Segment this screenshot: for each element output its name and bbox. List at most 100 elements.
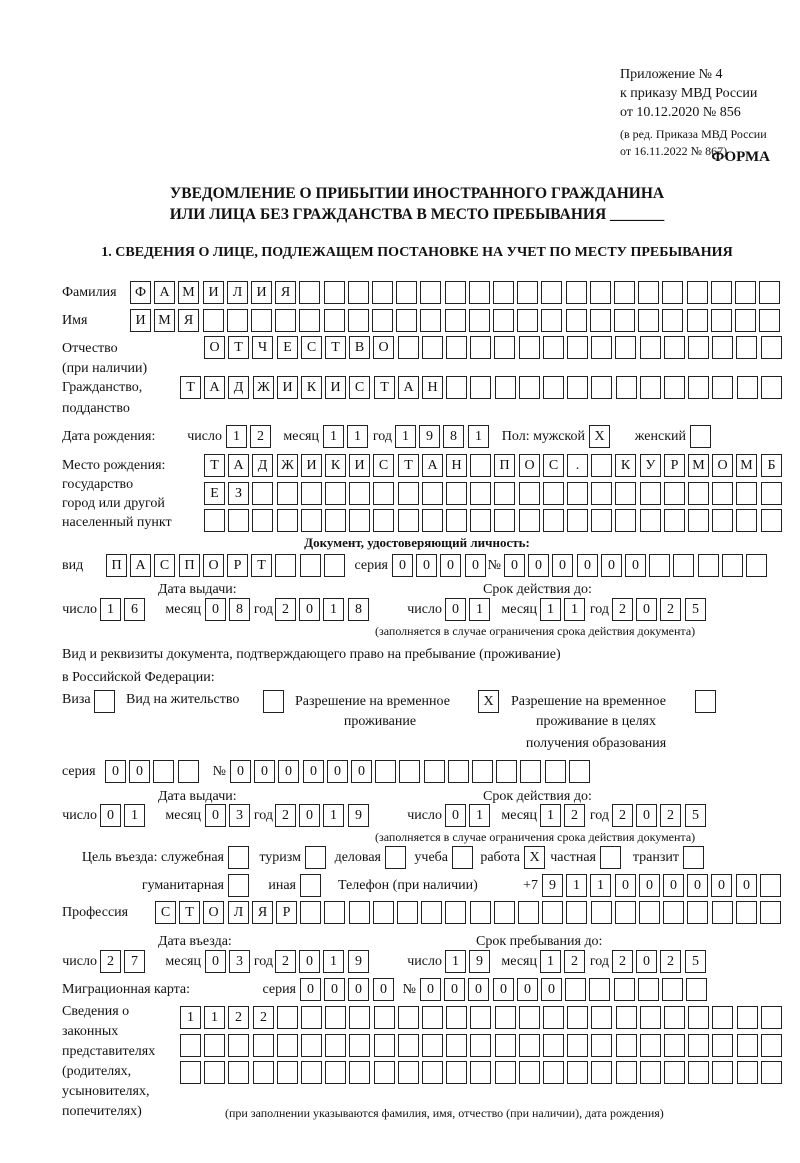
char-cell-mc-number[interactable]: 0 [420, 978, 441, 1001]
char-cell-birth-place3[interactable] [470, 509, 491, 532]
char-cell-patronymic[interactable]: Т [228, 336, 249, 359]
char-cell-reps3[interactable] [253, 1061, 274, 1084]
checkbox-p-private[interactable] [600, 846, 621, 869]
char-cell-reps2[interactable] [398, 1034, 419, 1057]
char-cell-citizenship[interactable] [616, 376, 637, 399]
char-cell-doc-kind[interactable] [300, 554, 321, 577]
char-cell-birth-place2[interactable] [736, 482, 757, 505]
char-cell-reps2[interactable] [712, 1034, 733, 1057]
char-cell-mc-series[interactable]: 0 [373, 978, 394, 1001]
char-cell-permit-issue-day[interactable]: 1 [124, 804, 145, 827]
char-cell-citizenship[interactable] [640, 376, 661, 399]
char-cell-reps2[interactable] [228, 1034, 249, 1057]
char-cell-birth-place2[interactable] [373, 482, 394, 505]
char-cell-patronymic[interactable] [615, 336, 636, 359]
char-cell-surname[interactable] [420, 281, 441, 304]
checkbox-p-study[interactable] [452, 846, 473, 869]
char-cell-permit-number[interactable] [399, 760, 420, 783]
char-cell-profession[interactable] [615, 901, 636, 924]
char-cell-birth-place3[interactable] [591, 509, 612, 532]
char-cell-profession[interactable] [494, 901, 515, 924]
char-cell-doc-series[interactable]: 0 [416, 554, 437, 577]
char-cell-patronymic[interactable] [422, 336, 443, 359]
char-cell-reps1[interactable] [446, 1006, 467, 1029]
char-cell-birth-place1[interactable]: С [543, 454, 564, 477]
char-cell-birth-place1[interactable]: А [228, 454, 249, 477]
char-cell-birth-place2[interactable] [567, 482, 588, 505]
char-cell-permit-number[interactable] [569, 760, 590, 783]
char-cell-profession[interactable] [373, 901, 394, 924]
char-cell-surname[interactable] [469, 281, 490, 304]
char-cell-reps3[interactable] [761, 1061, 782, 1084]
char-cell-permit-series[interactable]: 0 [129, 760, 150, 783]
char-cell-doc-issue-year[interactable]: 0 [299, 598, 320, 621]
char-cell-patronymic[interactable]: Ч [252, 336, 273, 359]
char-cell-doc-kind[interactable]: С [154, 554, 175, 577]
char-cell-birth-place3[interactable] [325, 509, 346, 532]
char-cell-reps2[interactable] [277, 1034, 298, 1057]
char-cell-name[interactable] [396, 309, 417, 332]
char-cell-phone[interactable]: 0 [663, 874, 684, 897]
char-cell-permit-issue-year[interactable]: 2 [275, 804, 296, 827]
char-cell-reps3[interactable] [446, 1061, 467, 1084]
char-cell-mc-number[interactable] [686, 978, 707, 1001]
char-cell-surname[interactable] [299, 281, 320, 304]
char-cell-birth-month[interactable]: 1 [323, 425, 344, 448]
char-cell-profession[interactable] [712, 901, 733, 924]
char-cell-reps3[interactable] [712, 1061, 733, 1084]
char-cell-permit-number[interactable]: 0 [254, 760, 275, 783]
char-cell-birth-place2[interactable] [422, 482, 443, 505]
char-cell-surname[interactable] [372, 281, 393, 304]
char-cell-citizenship[interactable]: Т [374, 376, 395, 399]
char-cell-birth-place3[interactable] [228, 509, 249, 532]
char-cell-mc-number[interactable] [638, 978, 659, 1001]
checkbox-temp[interactable]: X [478, 690, 499, 713]
char-cell-reps3[interactable] [495, 1061, 516, 1084]
char-cell-profession[interactable]: О [203, 901, 224, 924]
char-cell-surname[interactable] [614, 281, 635, 304]
char-cell-mc-series[interactable]: 0 [300, 978, 321, 1001]
char-cell-name[interactable] [469, 309, 490, 332]
char-cell-birth-place1[interactable]: О [712, 454, 733, 477]
char-cell-reps1[interactable] [470, 1006, 491, 1029]
char-cell-doc-number[interactable]: 0 [552, 554, 573, 577]
char-cell-doc-valid-year[interactable]: 2 [660, 598, 681, 621]
char-cell-reps1[interactable] [567, 1006, 588, 1029]
char-cell-citizenship[interactable] [591, 376, 612, 399]
char-cell-name[interactable] [420, 309, 441, 332]
char-cell-phone[interactable]: 0 [615, 874, 636, 897]
char-cell-birth-place3[interactable] [277, 509, 298, 532]
char-cell-permit-issue-year[interactable]: 9 [348, 804, 369, 827]
char-cell-name[interactable]: И [130, 309, 151, 332]
char-cell-permit-issue-year[interactable]: 0 [299, 804, 320, 827]
char-cell-birth-place2[interactable] [349, 482, 370, 505]
char-cell-doc-valid-year[interactable]: 2 [612, 598, 633, 621]
char-cell-phone[interactable]: 0 [639, 874, 660, 897]
char-cell-reps1[interactable] [398, 1006, 419, 1029]
char-cell-birth-place1[interactable]: Д [252, 454, 273, 477]
char-cell-profession[interactable] [760, 901, 781, 924]
char-cell-reps1[interactable] [349, 1006, 370, 1029]
char-cell-permit-valid-year[interactable]: 0 [636, 804, 657, 827]
char-cell-surname[interactable]: М [178, 281, 199, 304]
char-cell-reps2[interactable] [543, 1034, 564, 1057]
char-cell-reps3[interactable] [374, 1061, 395, 1084]
checkbox-p-business[interactable] [385, 846, 406, 869]
char-cell-stay-year[interactable]: 2 [612, 950, 633, 973]
char-cell-permit-number[interactable] [545, 760, 566, 783]
char-cell-name[interactable] [324, 309, 345, 332]
char-cell-birth-place1[interactable]: П [494, 454, 515, 477]
char-cell-profession[interactable] [591, 901, 612, 924]
char-cell-name[interactable] [735, 309, 756, 332]
char-cell-reps3[interactable] [277, 1061, 298, 1084]
char-cell-doc-issue-year[interactable]: 8 [348, 598, 369, 621]
char-cell-surname[interactable] [687, 281, 708, 304]
char-cell-entry-day[interactable]: 7 [124, 950, 145, 973]
char-cell-reps2[interactable] [519, 1034, 540, 1057]
char-cell-permit-series[interactable]: 0 [105, 760, 126, 783]
char-cell-name[interactable] [445, 309, 466, 332]
char-cell-doc-valid-year[interactable]: 0 [636, 598, 657, 621]
char-cell-surname[interactable] [517, 281, 538, 304]
char-cell-reps3[interactable] [180, 1061, 201, 1084]
char-cell-reps2[interactable] [688, 1034, 709, 1057]
